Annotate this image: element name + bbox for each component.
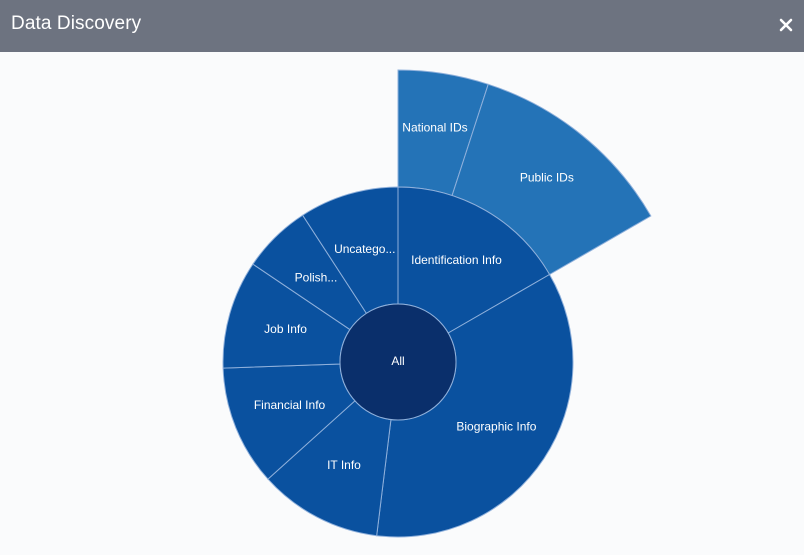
close-icon (779, 18, 793, 32)
dialog-header: Data Discovery (0, 0, 804, 52)
segment-all[interactable] (339, 303, 457, 421)
close-button[interactable] (776, 14, 796, 36)
dialog-title: Data Discovery (11, 13, 142, 34)
sunburst-chart-area: National IDs Public IDs Identification Inf… (0, 52, 804, 555)
